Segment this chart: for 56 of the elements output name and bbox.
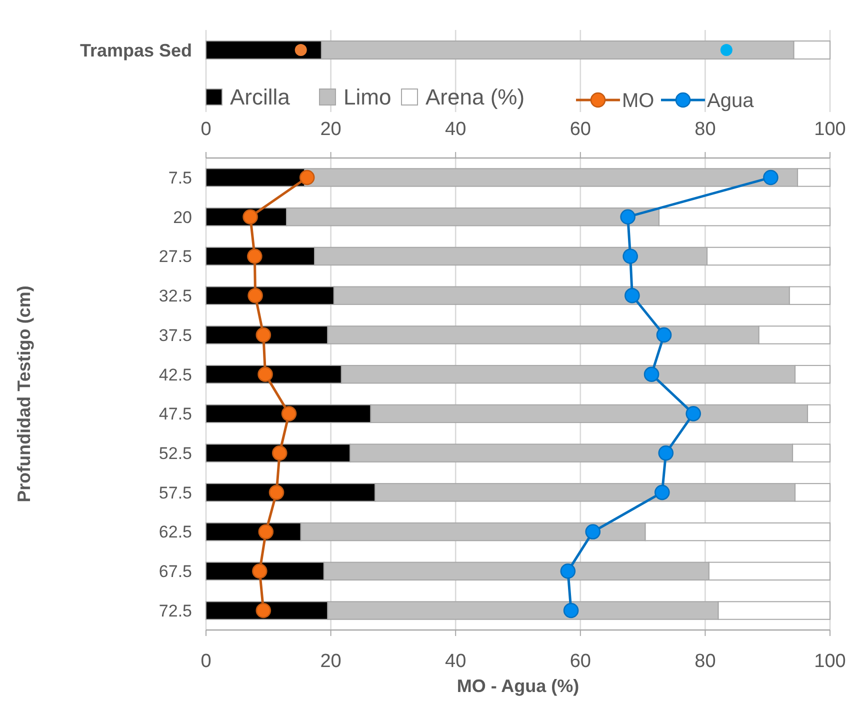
y-tick-label: 62.5 — [158, 522, 192, 542]
y-tick-label: 27.5 — [158, 247, 192, 266]
y-tick-label: 20 — [173, 208, 192, 227]
point — [656, 327, 672, 343]
x-tick-label: 80 — [694, 651, 716, 672]
y-tick-label: 42.5 — [158, 365, 192, 384]
x-tick-label: 40 — [445, 651, 466, 672]
y-tick-label: 47.5 — [158, 404, 192, 424]
point — [658, 445, 674, 461]
point — [256, 602, 272, 618]
point — [256, 327, 272, 343]
point — [299, 170, 315, 186]
x-tick-label: 60 — [570, 119, 591, 140]
y-tick-label: 52.5 — [158, 444, 192, 463]
y-axis-title: Profundidad Testigo (cm) — [14, 286, 34, 502]
x-tick-label: 40 — [445, 119, 466, 140]
x-tick-label: 20 — [320, 651, 342, 672]
point — [622, 248, 638, 264]
point — [281, 406, 297, 422]
point — [763, 170, 778, 186]
x-tick-label: 100 — [814, 651, 846, 672]
y-tick-label: 67.5 — [158, 562, 192, 582]
point — [563, 602, 579, 618]
point — [252, 564, 268, 579]
y-tick-label: Trampas Sed — [80, 40, 192, 60]
point — [560, 564, 576, 579]
point — [585, 524, 601, 540]
point — [686, 406, 701, 422]
y-tick-label: 72.5 — [158, 601, 192, 620]
point — [258, 524, 274, 540]
point — [654, 484, 670, 500]
legend-label: Agua — [707, 90, 755, 112]
point — [247, 248, 262, 264]
legend-label: MO — [622, 90, 654, 112]
x-tick-label: 100 — [814, 119, 846, 140]
legend-label: Arena (%) — [426, 84, 525, 110]
y-tick-label: 32.5 — [158, 286, 192, 306]
y-tick-label: 57.5 — [158, 483, 192, 502]
point — [258, 366, 273, 382]
point — [268, 484, 284, 500]
y-tick-label: 7.5 — [168, 168, 192, 188]
point — [620, 209, 636, 224]
legend-label: Arcilla — [230, 84, 291, 110]
point — [248, 288, 263, 304]
point — [624, 288, 640, 304]
x-tick-label: 0 — [200, 119, 212, 140]
point — [272, 445, 288, 461]
x-axis-title: MO - Agua (%) — [456, 676, 580, 696]
x-tick-label: 0 — [200, 651, 212, 672]
x-tick-label: 20 — [320, 119, 342, 140]
legend-label: Limo — [344, 84, 392, 110]
x-tick-label: 60 — [570, 651, 591, 672]
y-tick-label: 37.5 — [158, 326, 192, 345]
point — [644, 366, 660, 382]
x-tick-label: 80 — [694, 119, 716, 140]
point — [242, 209, 258, 224]
